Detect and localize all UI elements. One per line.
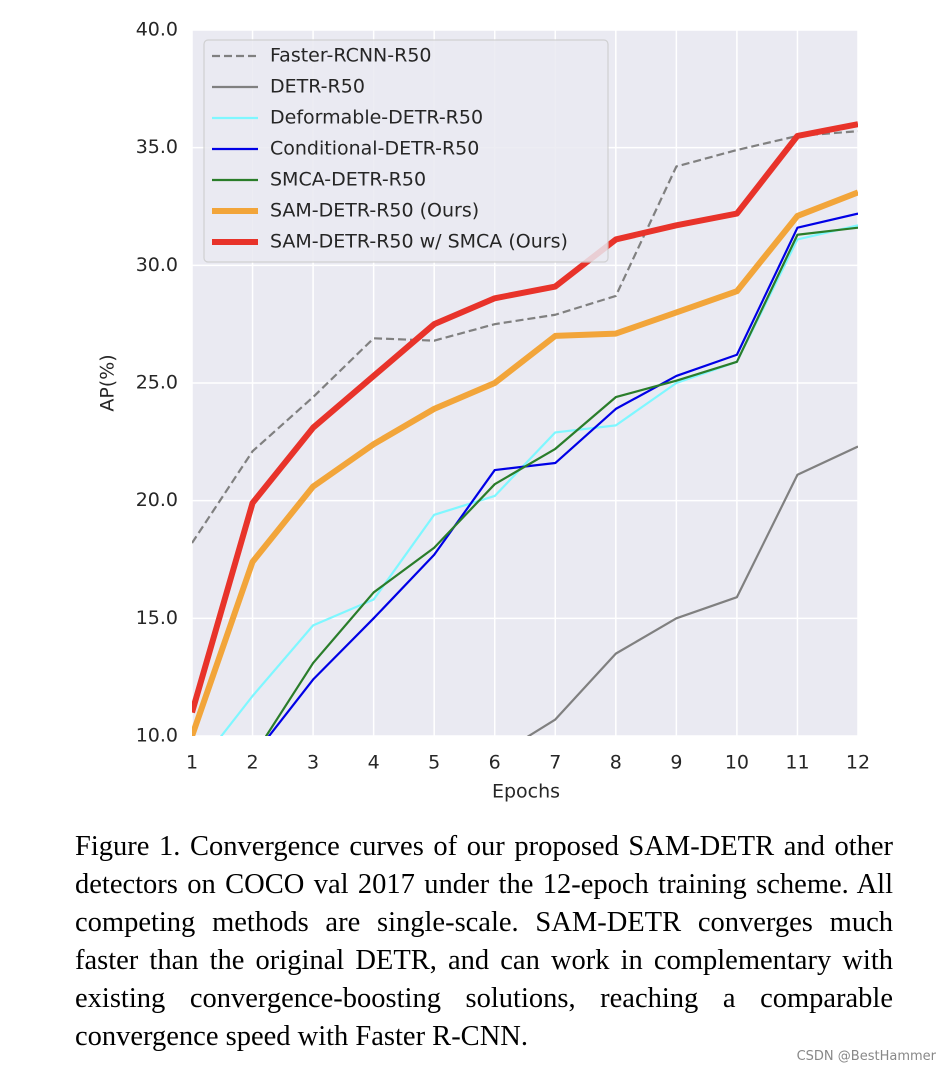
series-line [192,130,858,544]
x-axis-label: Epochs [492,781,560,803]
series-line [192,121,858,714]
series-line [526,445,858,736]
x-tick-label: 2 [246,752,258,774]
legend-label: SAM-DETR-R50 (Ours) [270,200,479,222]
x-tick-label: 7 [549,752,561,774]
y-axis-label: AP(%) [97,354,119,411]
y-tick-label: 35.0 [136,136,178,158]
y-tick-label: 20.0 [136,489,178,511]
watermark: CSDN @BestHammer [796,1049,936,1064]
legend-label: Deformable-DETR-R50 [270,107,483,129]
chart: Epochs AP(%) 10.0 15.0 20.0 25.0 30.0 35.0 40.… [97,19,871,803]
y-tick-label: 10.0 [136,725,178,747]
series-line [267,212,858,736]
series-line [264,226,858,736]
x-tick-label: 11 [785,752,809,774]
legend-label: SAM-DETR-R50 w/ SMCA (Ours) [270,231,568,253]
series-line [192,189,858,736]
y-tick-label: 15.0 [136,607,178,629]
legend-label: Faster-RCNN-R50 [270,45,432,67]
y-tick-label: 40.0 [136,19,178,41]
x-tick-label: 3 [307,752,319,774]
x-tick-label: 5 [428,752,440,774]
legend-label: Conditional-DETR-R50 [270,138,479,160]
y-tick-label: 30.0 [136,254,178,276]
legend-box [203,39,609,263]
x-tick-label: 4 [368,752,380,774]
x-tick-label: 12 [846,752,870,774]
x-tick-label: 10 [725,752,749,774]
series-group [192,121,858,736]
x-tick-label: 8 [610,752,622,774]
x-tick-label: 9 [670,752,682,774]
x-tick-label: 1 [186,752,198,774]
caption: Figure 1. Convergence curves of our prop… [75,831,893,1052]
y-tick-label: 25.0 [136,372,178,394]
legend-label: DETR-R50 [270,76,365,98]
x-tick-label: 6 [489,752,501,774]
legend-label: SMCA-DETR-R50 [270,169,426,191]
